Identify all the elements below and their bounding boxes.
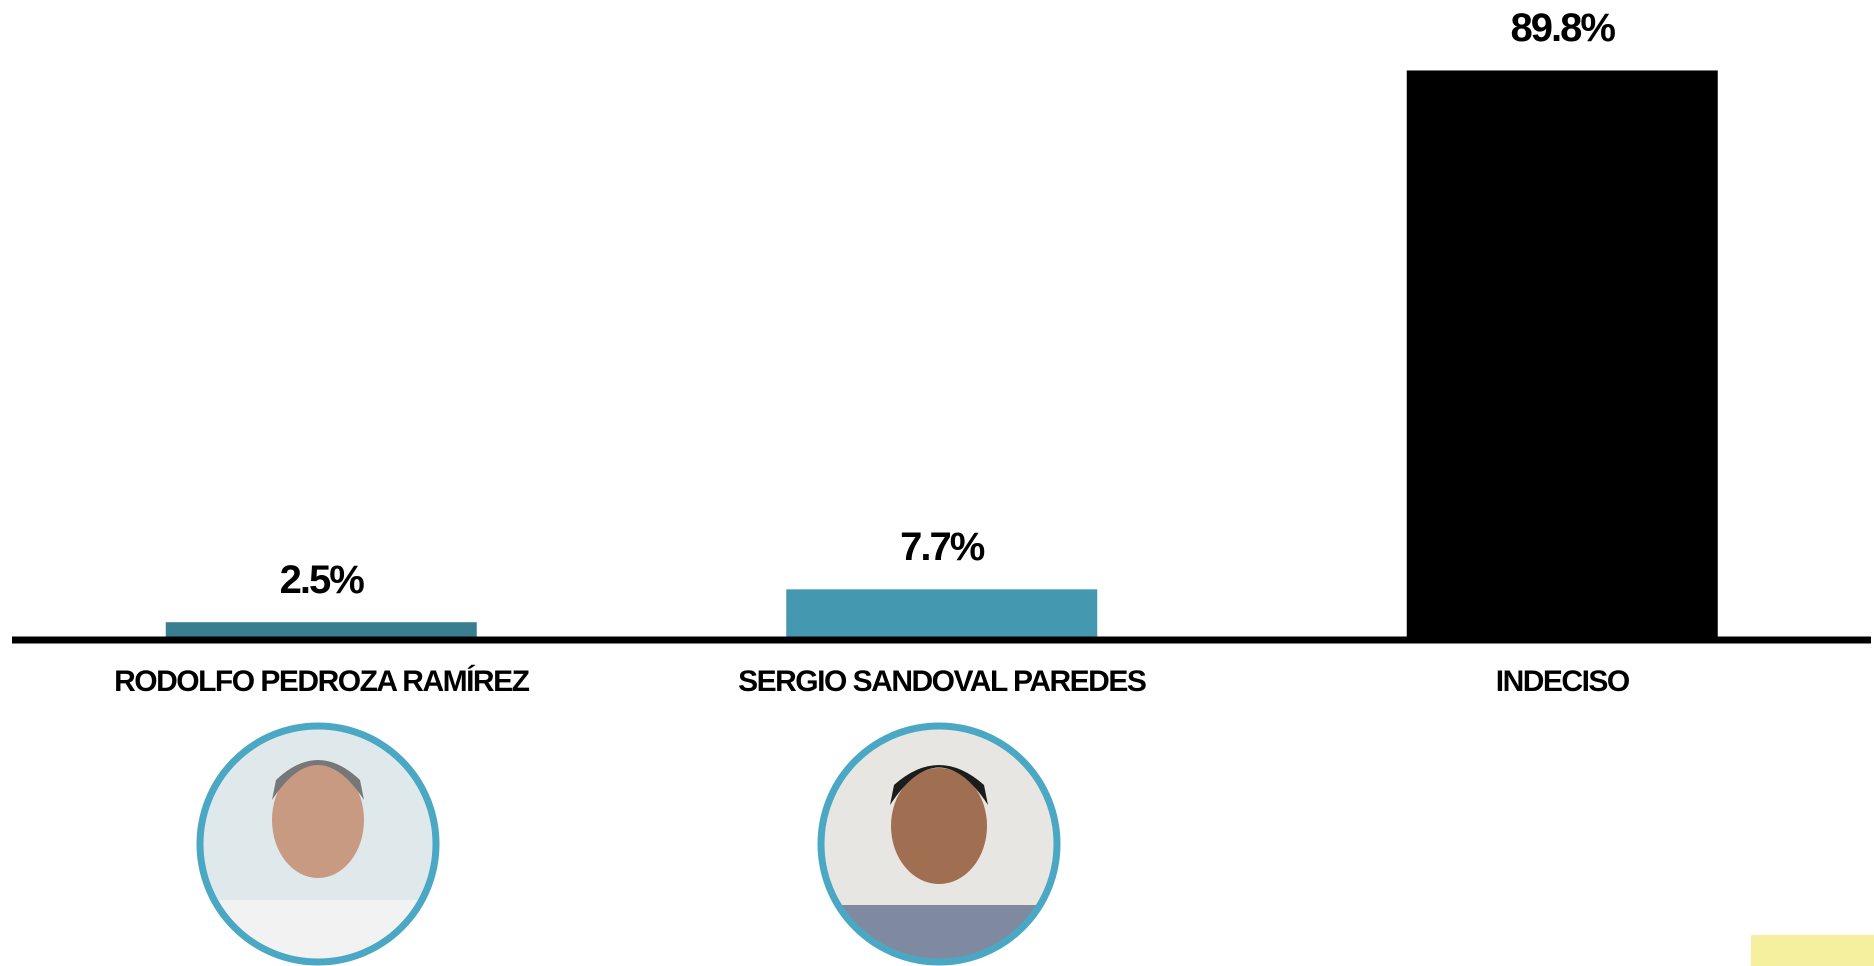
category-label: INDECISO [1496,665,1630,698]
category-label: RODOLFO PEDROZA RAMÍREZ [114,664,530,698]
value-label: 7.7% [900,525,985,569]
bar [786,589,1098,638]
category-label: SERGIO SANDOVAL PAREDES [738,665,1146,698]
bar [165,622,477,638]
candidate-photo [196,722,440,966]
value-label: 2.5% [280,558,365,602]
corner-badge [1751,935,1874,966]
value-label: 89.8% [1511,6,1616,50]
bar [1406,70,1718,639]
candidate-photo [817,722,1061,966]
